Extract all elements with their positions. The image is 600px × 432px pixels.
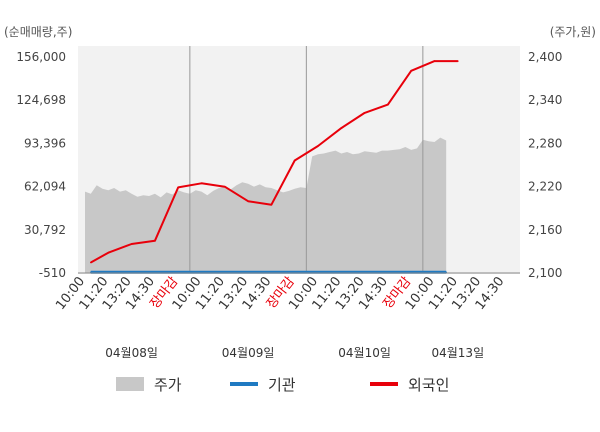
series-point — [200, 182, 203, 185]
left-tick-label: 93,396 — [24, 136, 66, 150]
left-tick-label: 62,094 — [24, 180, 66, 194]
series-point — [387, 103, 389, 106]
series-point — [130, 243, 133, 245]
date-label: 04월08일 — [105, 346, 158, 360]
legend: 주가 기관 외국인 — [116, 376, 449, 394]
legend-swatch-area — [116, 377, 144, 391]
left-axis-unit: (순매매량,주) — [4, 25, 72, 39]
axes: (순매매량,주) (주가,원) 156,000 124,698 93,396 62,0… — [4, 25, 596, 280]
series-point — [340, 127, 343, 129]
series-point — [224, 185, 226, 188]
series-point — [90, 261, 92, 264]
series-point — [107, 251, 110, 254]
left-tick-label: -510 — [39, 266, 66, 280]
series-point — [457, 60, 459, 62]
legend-label: 주가 — [154, 376, 182, 394]
series-point — [247, 200, 249, 202]
series-point — [410, 70, 413, 72]
legend-swatch-line — [230, 382, 258, 386]
right-axis-unit: (주가,원) — [550, 25, 596, 39]
series-point — [293, 159, 296, 162]
price-area-group — [85, 137, 447, 273]
series-point — [317, 145, 319, 147]
right-tick-label: 2,100 — [528, 266, 562, 280]
date-labels: 04월08일 04월09일 04월10일 04월13일 — [105, 346, 484, 360]
series-point — [433, 60, 436, 62]
left-tick-label: 156,000 — [16, 50, 66, 64]
series-point — [363, 112, 366, 114]
right-tick-label: 2,220 — [528, 180, 562, 194]
series-point — [270, 203, 273, 206]
date-label: 04월13일 — [431, 346, 484, 360]
date-label: 04월09일 — [222, 346, 275, 360]
legend-label: 기관 — [268, 376, 296, 394]
right-tick-label: 2,280 — [528, 136, 562, 150]
series-point — [154, 240, 156, 242]
right-tick-label: 2,400 — [528, 50, 562, 64]
right-tick-label: 2,160 — [528, 223, 562, 237]
date-label: 04월10일 — [338, 346, 391, 360]
price-area — [85, 137, 447, 273]
left-tick-label: 124,698 — [16, 93, 66, 107]
day-separators — [189, 46, 424, 273]
legend-label: 외국인 — [408, 376, 449, 394]
right-tick-label: 2,340 — [528, 93, 562, 107]
left-tick-label: 30,792 — [24, 223, 66, 237]
legend-swatch-line — [370, 382, 398, 386]
series-point — [177, 186, 179, 189]
